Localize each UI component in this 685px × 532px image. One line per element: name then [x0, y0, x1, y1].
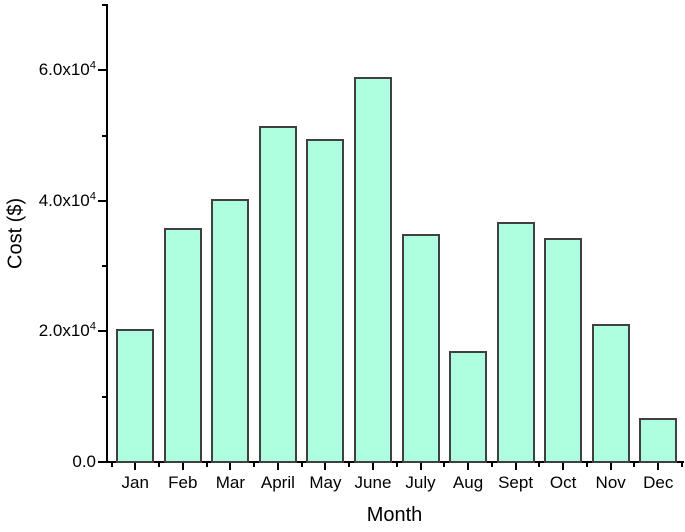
y-major-tick: [98, 199, 107, 202]
y-major-tick: [98, 330, 107, 333]
bar-oct: [544, 238, 583, 463]
x-major-tick: [324, 462, 327, 470]
x-minor-tick: [395, 462, 398, 467]
x-minor-tick: [158, 462, 161, 467]
x-tick-label: Oct: [549, 473, 577, 492]
y-tick-label: 0.0: [72, 452, 96, 471]
x-major-tick: [229, 462, 232, 470]
x-minor-tick: [633, 462, 636, 467]
x-minor-tick: [443, 462, 446, 467]
x-major-tick: [467, 462, 470, 470]
x-major-tick: [419, 462, 422, 470]
bar-mar: [211, 198, 250, 463]
bar-nov: [591, 323, 630, 463]
x-minor-tick: [205, 462, 208, 467]
y-minor-tick: [102, 265, 107, 268]
x-minor-tick: [300, 462, 303, 467]
x-major-tick: [562, 462, 565, 470]
x-axis-line: [106, 461, 684, 463]
x-minor-tick: [538, 462, 541, 467]
y-major-tick: [98, 461, 107, 463]
x-tick-label: Mar: [215, 473, 245, 492]
bar-feb: [163, 228, 202, 463]
y-minor-tick: [102, 395, 107, 398]
bar-jan: [116, 329, 155, 463]
x-tick-label: Dec: [643, 473, 674, 492]
y-tick-label: 4.0x104: [38, 190, 96, 210]
x-minor-tick: [490, 462, 493, 467]
y-major-tick: [98, 69, 107, 72]
x-tick-label: Jan: [121, 473, 149, 492]
x-major-tick: [514, 462, 517, 470]
y-tick-label: 2.0x104: [38, 320, 96, 341]
x-major-tick: [609, 462, 612, 470]
x-tick-label: April: [260, 473, 295, 492]
x-major-tick: [657, 462, 660, 470]
x-minor-tick: [585, 462, 588, 467]
x-minor-tick: [348, 462, 351, 467]
x-tick-label: May: [309, 473, 342, 492]
x-tick-label: Aug: [452, 473, 484, 492]
y-tick-label: 6.0x104: [38, 59, 96, 80]
x-minor-tick: [681, 462, 683, 467]
x-major-tick: [371, 462, 374, 470]
bar-sept: [496, 221, 535, 463]
bar-dec: [639, 417, 678, 463]
x-tick-label: July: [405, 473, 436, 492]
bar-may: [306, 138, 345, 463]
y-minor-tick: [102, 134, 107, 137]
x-tick-label: Sept: [498, 473, 534, 492]
y-minor-tick: [102, 4, 107, 6]
bar-april: [258, 125, 297, 463]
x-axis-title: Month: [366, 504, 423, 526]
x-tick-label: Feb: [168, 473, 198, 492]
x-major-tick: [276, 462, 279, 470]
x-major-tick: [181, 462, 184, 470]
y-axis-line: [106, 4, 108, 463]
bar-july: [401, 233, 440, 463]
x-major-tick: [134, 462, 137, 470]
bar-aug: [449, 351, 488, 463]
x-minor-tick: [253, 462, 256, 467]
bar-june: [353, 76, 392, 463]
x-minor-tick: [110, 462, 113, 467]
x-tick-label: June: [354, 473, 392, 492]
x-tick-label: Nov: [595, 473, 626, 492]
